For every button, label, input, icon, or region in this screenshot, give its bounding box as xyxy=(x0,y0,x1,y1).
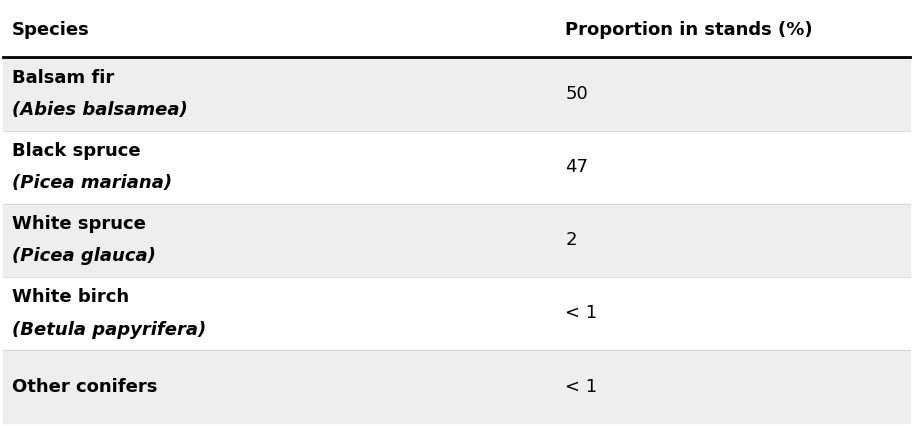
Text: < 1: < 1 xyxy=(565,305,597,322)
Text: Species: Species xyxy=(12,21,89,39)
Bar xyxy=(3,131,910,204)
Bar xyxy=(3,3,910,58)
Bar xyxy=(3,350,910,423)
Text: (Picea glauca): (Picea glauca) xyxy=(12,248,156,265)
Text: < 1: < 1 xyxy=(565,377,597,396)
Text: White birch: White birch xyxy=(12,288,129,306)
Bar xyxy=(3,204,910,277)
Text: (Abies balsamea): (Abies balsamea) xyxy=(12,101,187,119)
Text: 50: 50 xyxy=(565,85,588,103)
Text: 2: 2 xyxy=(565,231,577,249)
Text: 47: 47 xyxy=(565,158,588,176)
Text: Other conifers: Other conifers xyxy=(12,377,157,396)
Text: Proportion in stands (%): Proportion in stands (%) xyxy=(565,21,813,39)
Text: White spruce: White spruce xyxy=(12,215,146,233)
Text: Balsam fir: Balsam fir xyxy=(12,69,114,87)
Text: Black spruce: Black spruce xyxy=(12,142,141,160)
Text: (Picea mariana): (Picea mariana) xyxy=(12,174,172,192)
Bar xyxy=(3,277,910,350)
Text: (Betula papyrifera): (Betula papyrifera) xyxy=(12,321,206,339)
Bar xyxy=(3,58,910,131)
